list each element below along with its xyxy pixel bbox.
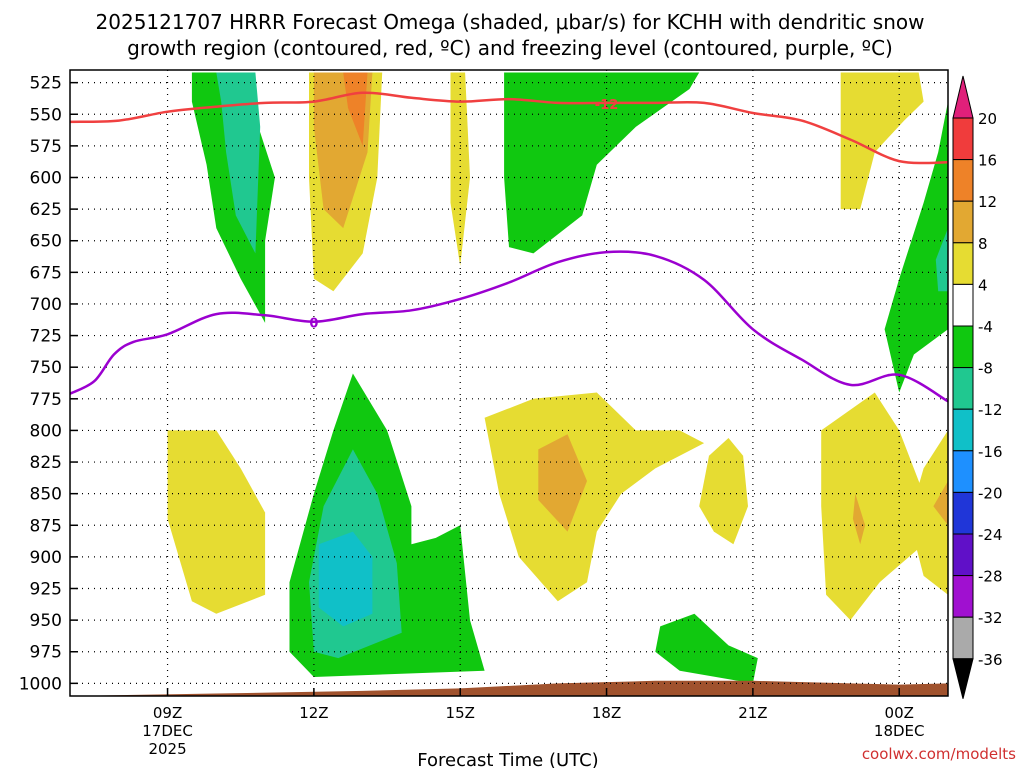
colorbar-top-arrow	[952, 75, 974, 119]
colorbar-tick-label: -8	[978, 360, 993, 378]
plot-frame	[69, 69, 949, 697]
colorbar-tick-label: -28	[978, 568, 1003, 586]
omega-region-19	[852, 493, 866, 545]
y-tick-label: 750	[30, 358, 62, 378]
x-tick-label: 17DEC	[142, 722, 193, 740]
chart-title-line-1: 2025121707 HRRR Forecast Omega (shaded, …	[96, 10, 925, 34]
y-tick-label: 1000	[19, 674, 62, 694]
omega-region-1	[216, 72, 261, 254]
x-tick-label: 18Z	[592, 704, 621, 722]
omega-region-5	[450, 72, 470, 266]
colorbar-tick-label: -12	[978, 401, 1003, 419]
colorbar-bin	[952, 367, 974, 410]
colorbar-tick-label: -20	[978, 484, 1003, 502]
colorbar-tick-label: -32	[978, 609, 1003, 627]
colorbar-bin	[952, 575, 974, 618]
y-tick-label: 700	[30, 295, 62, 315]
colorbar-tick-label: -16	[978, 443, 1003, 461]
colorbar-tick-label: -24	[978, 526, 1003, 544]
y-tick-label: 575	[30, 137, 62, 157]
colorbar-bin	[952, 159, 974, 202]
dendritic-isotherm-label: -12	[595, 98, 619, 113]
x-tick-label: 12Z	[299, 704, 328, 722]
colorbar-bin	[952, 117, 974, 161]
colorbar-bin	[952, 616, 974, 660]
colorbar-tick-label: -4	[978, 318, 993, 336]
omega-region-9	[935, 228, 948, 292]
colorbar-tick-label: 4	[978, 276, 988, 294]
x-tick-label: 09Z	[153, 704, 182, 722]
terrain-surface	[70, 680, 948, 696]
y-tick-label: 825	[30, 453, 62, 473]
x-tick-label: 18DEC	[874, 722, 925, 740]
omega-region-7	[840, 72, 924, 210]
freezing-level-line	[70, 250, 948, 403]
colorbar-tick-label: 20	[978, 110, 997, 128]
x-tick-label: 2025	[148, 740, 186, 758]
dendritic-isotherm-line	[70, 91, 948, 165]
freezing-level-label: 0	[309, 317, 318, 332]
omega-region-6	[504, 72, 700, 254]
y-tick-label: 950	[30, 611, 62, 631]
colorbar-bin	[952, 533, 974, 577]
omega-region-17	[655, 613, 758, 684]
x-tick-label: 21Z	[738, 704, 767, 722]
colorbar-bin	[952, 200, 974, 244]
colorbar-bin	[952, 325, 974, 369]
y-tick-label: 550	[30, 105, 62, 125]
site-credit: coolwx.com/modelts	[862, 745, 1016, 763]
chart-title-line-2: growth region (contoured, red, ºC) and f…	[127, 36, 893, 60]
omega-region-16	[699, 438, 748, 545]
colorbar-bottom-arrow	[952, 658, 974, 699]
colorbar-bin	[952, 283, 974, 327]
y-tick-label: 625	[30, 200, 62, 220]
y-tick-label: 800	[30, 421, 62, 441]
colorbar: 20 16 12 8 4 -4 -8 -12 -16 -20 -24 -28 -32 -36	[952, 75, 1003, 699]
omega-region-8	[884, 101, 948, 393]
omega-region-10	[167, 430, 266, 614]
omega-region-13	[318, 531, 373, 627]
x-tick-label: 00Z	[885, 704, 914, 722]
y-tick-label: 875	[30, 516, 62, 536]
y-tick-label: 725	[30, 327, 62, 347]
y-tick-label: 775	[30, 390, 62, 410]
contour-lines: -12 0	[70, 91, 948, 403]
y-tick-label: 900	[30, 548, 62, 568]
omega-region-14	[484, 392, 705, 602]
y-tick-label: 600	[30, 168, 62, 188]
y-tick-label: 850	[30, 485, 62, 505]
omega-region-20	[909, 430, 948, 595]
colorbar-bin	[952, 491, 974, 535]
colorbar-tick-label: -36	[978, 651, 1003, 669]
colorbar-bin	[952, 242, 974, 285]
x-axis-label: Forecast Time (UTC)	[417, 750, 598, 768]
omega-region-21	[933, 481, 948, 526]
y-tick-label: 925	[30, 580, 62, 600]
omega-shading	[70, 72, 948, 696]
grid	[70, 70, 948, 696]
omega-region-18	[821, 392, 939, 621]
colorbar-tick-label: 8	[978, 235, 988, 253]
y-tick-label: 525	[30, 74, 62, 94]
y-tick-label: 975	[30, 643, 62, 663]
y-tick-label: 675	[30, 263, 62, 283]
colorbar-tick-label: 16	[978, 152, 997, 170]
axes: 525 550 575 600 625 650 675 700 725 750 775 800 825 8…	[19, 69, 949, 758]
colorbar-bin	[952, 408, 974, 452]
x-tick-label: 15Z	[446, 704, 475, 722]
y-tick-label: 650	[30, 232, 62, 252]
omega-region-4	[343, 72, 368, 146]
omega-region-15	[538, 434, 587, 532]
colorbar-bin	[952, 450, 974, 493]
colorbar-tick-label: 12	[978, 193, 997, 211]
